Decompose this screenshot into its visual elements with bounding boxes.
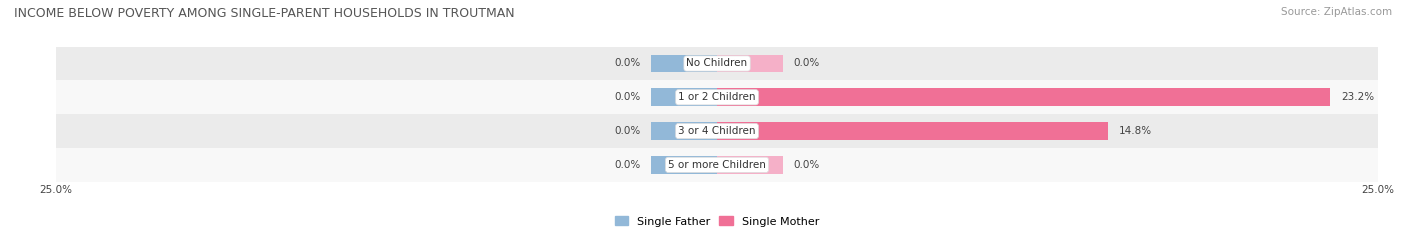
Bar: [717, 55, 783, 72]
Text: 1 or 2 Children: 1 or 2 Children: [678, 92, 756, 102]
Text: 0.0%: 0.0%: [794, 58, 820, 69]
Text: No Children: No Children: [686, 58, 748, 69]
Bar: [717, 122, 1108, 140]
Text: INCOME BELOW POVERTY AMONG SINGLE-PARENT HOUSEHOLDS IN TROUTMAN: INCOME BELOW POVERTY AMONG SINGLE-PARENT…: [14, 7, 515, 20]
Bar: [56, 47, 1378, 80]
Text: 3 or 4 Children: 3 or 4 Children: [678, 126, 756, 136]
Bar: [651, 89, 717, 106]
Bar: [56, 80, 1378, 114]
Text: 5 or more Children: 5 or more Children: [668, 160, 766, 170]
Text: 0.0%: 0.0%: [794, 160, 820, 170]
Bar: [56, 114, 1378, 148]
Bar: [651, 156, 717, 174]
Text: 14.8%: 14.8%: [1119, 126, 1152, 136]
Bar: [56, 148, 1378, 182]
Text: 0.0%: 0.0%: [614, 58, 640, 69]
Text: 0.0%: 0.0%: [614, 160, 640, 170]
Bar: [717, 156, 783, 174]
Legend: Single Father, Single Mother: Single Father, Single Mother: [610, 212, 824, 231]
Text: Source: ZipAtlas.com: Source: ZipAtlas.com: [1281, 7, 1392, 17]
Text: 0.0%: 0.0%: [614, 92, 640, 102]
Text: 0.0%: 0.0%: [614, 126, 640, 136]
Bar: [717, 89, 1330, 106]
Text: 23.2%: 23.2%: [1341, 92, 1374, 102]
Bar: [651, 55, 717, 72]
Bar: [651, 122, 717, 140]
